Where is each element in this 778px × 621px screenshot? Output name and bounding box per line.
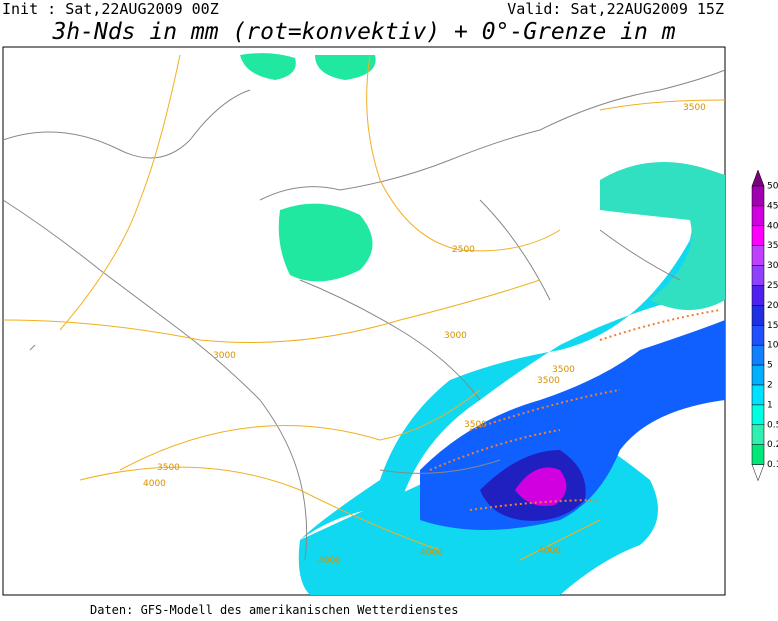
init-text: Init : Sat,22AUG2009 00Z (2, 0, 219, 18)
colorbar-label: 20 (767, 301, 778, 311)
contour-label: 3500 (683, 103, 706, 113)
colorbar-swatch (751, 225, 765, 246)
title: 3h-Nds in mm (rot=konvektiv) + 0°-Grenze… (51, 19, 675, 45)
colorbar-label: 25 (767, 281, 778, 291)
colorbar-swatch (751, 185, 765, 207)
contour-label: 4000 (318, 556, 341, 566)
contour-label: 2500 (452, 245, 475, 255)
precip-area (298, 195, 725, 595)
colorbar-label: 15 (767, 321, 778, 331)
colorbar-swatch (751, 205, 765, 227)
precip-area (600, 162, 725, 310)
contour-label: 3500 (537, 376, 560, 386)
contour-label: 3500 (552, 365, 575, 375)
precip-area (515, 467, 567, 506)
colorbar-swatch (751, 404, 765, 426)
colorbar-label: 10 (767, 341, 778, 351)
colorbar-swatch (751, 444, 765, 465)
contour-label: 3500 (464, 420, 487, 430)
colorbar-swatch (751, 305, 765, 326)
colorbar: 50 45 40 35 30 25 20 15 10 5 2 1 0.5 0.2 0.1 (751, 169, 778, 482)
colorbar-swatch (751, 285, 765, 306)
precip-area (278, 203, 373, 282)
colorbar-label: 30 (767, 261, 778, 271)
colorbar-swatch (751, 265, 765, 286)
colorbar-label: 5 (767, 361, 773, 371)
colorbar-swatch (751, 364, 765, 386)
colorbar-swatch (751, 245, 765, 266)
footer: Daten: GFS-Modell des amerikanischen Wet… (90, 603, 458, 617)
colorbar-swatch (751, 384, 765, 406)
contour-label: 4000 (538, 546, 561, 556)
colorbar-label: 0.2 (767, 440, 778, 450)
colorbar-label: 35 (767, 241, 778, 251)
precip-area (315, 55, 376, 80)
colorbar-swatch (751, 424, 765, 445)
contour-label: 3000 (444, 331, 467, 341)
contour-label: 4000 (420, 548, 443, 558)
valid-text: Valid: Sat,22AUG2009 15Z (507, 0, 724, 18)
colorbar-swatch (751, 344, 765, 366)
colorbar-label: 1 (767, 400, 773, 410)
colorbar-label: 45 (767, 201, 778, 211)
contour-label: 4000 (143, 479, 166, 489)
colorbar-label: 50 (767, 182, 778, 192)
colorbar-label: 0.1 (767, 460, 778, 470)
colorbar-label: 40 (767, 221, 778, 231)
colorbar-label: 2 (767, 381, 773, 391)
contour-label: 3500 (157, 463, 180, 473)
contour-label: 3000 (213, 351, 236, 361)
precip-area (240, 53, 296, 80)
colorbar-swatch (751, 325, 765, 346)
colorbar-cap (751, 169, 765, 187)
map: 3500 2500 3000 3000 3500 3500 3500 3500 … (2, 46, 726, 596)
colorbar-cap (751, 464, 765, 482)
colorbar-label: 0.5 (767, 420, 778, 430)
